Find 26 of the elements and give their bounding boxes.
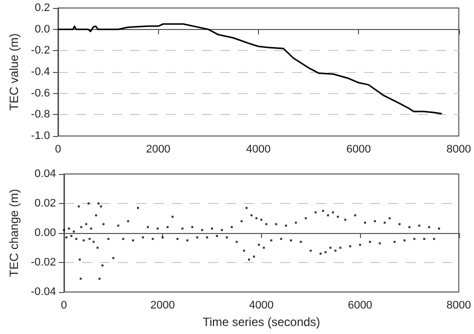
y-tick-label: 0.0: [34, 23, 50, 36]
x-tick-label: 0: [54, 144, 62, 156]
y-tick-label: -0.2: [31, 44, 50, 57]
x-tick-label: 2000: [150, 300, 175, 312]
y-tick-label: 0.2: [34, 2, 50, 14]
x-tick-label: 8000: [446, 144, 472, 156]
y-tick-label: -1.0: [31, 130, 50, 142]
y-tick-label: -0.8: [31, 108, 50, 121]
x-tick-label: 6000: [346, 144, 371, 156]
y-axis-title: TEC change (m): [7, 188, 21, 278]
y-tick-label: -0.4: [31, 66, 50, 78]
x-tick-label: 4000: [246, 144, 271, 156]
y-axis-title: TEC value (m): [7, 33, 21, 111]
x-tick-label: 4000: [249, 300, 274, 312]
y-tick-label: 0.00: [34, 227, 56, 239]
x-tick-label: 0: [60, 300, 68, 312]
x-tick-label: 6000: [348, 300, 372, 312]
y-tick-label: -0.6: [31, 87, 50, 100]
y-tick-label: -0.04: [30, 286, 56, 298]
line-series: [57, 23, 442, 114]
x-axis-title: Time series (seconds): [202, 314, 320, 329]
x-tick-label: 2000: [146, 144, 170, 156]
y-tick-label: 0.04: [34, 168, 56, 180]
x-tick-label: 8000: [446, 300, 472, 312]
y-tick-label: -0.02: [30, 256, 56, 268]
y-tick-label: 0.02: [34, 198, 56, 210]
